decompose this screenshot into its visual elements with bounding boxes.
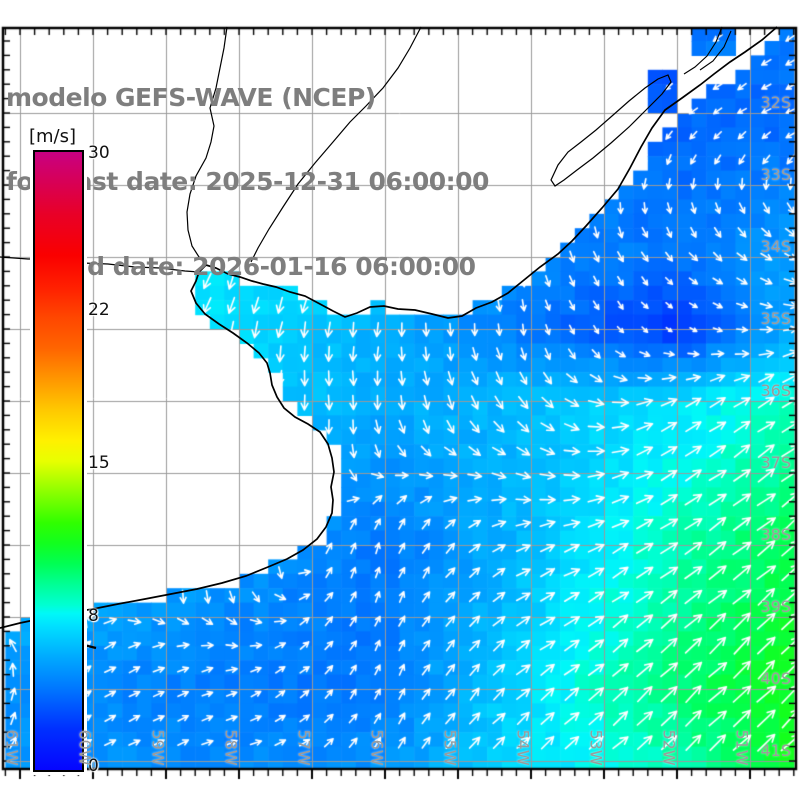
- latitude-label: 37S: [760, 453, 791, 472]
- latitude-label: 38S: [760, 525, 791, 544]
- longitude-label: 57W: [294, 729, 314, 766]
- latitude-label: 39S: [760, 597, 791, 616]
- longitude-label: 52W: [659, 729, 679, 766]
- colorbar-gradient: [33, 150, 84, 772]
- latitude-label: 41S: [760, 741, 791, 760]
- longitude-label: 56W: [367, 729, 387, 766]
- latitude-label: 32S: [760, 93, 791, 112]
- colorbar-unit-label: [m/s]: [29, 126, 77, 147]
- longitude-label: 51W: [732, 729, 752, 766]
- longitude-label: 58W: [221, 729, 241, 766]
- longitude-label: 61W: [2, 729, 22, 766]
- latitude-label: 36S: [760, 381, 791, 400]
- longitude-label: 60W: [75, 729, 95, 766]
- latitude-label: 35S: [760, 309, 791, 328]
- latitude-label: 33S: [760, 165, 791, 184]
- colorbar-tick-label: 8: [88, 606, 99, 626]
- longitude-label: 55W: [440, 729, 460, 766]
- colorbar-tick-label: 15: [88, 453, 110, 473]
- model-title: modelo GEFS-WAVE (NCEP): [6, 82, 376, 112]
- longitude-label: 54W: [513, 729, 533, 766]
- longitude-label: 59W: [148, 729, 168, 766]
- colorbar-tick-label: 30: [88, 143, 110, 163]
- longitude-label: 53W: [586, 729, 606, 766]
- latitude-label: 40S: [760, 669, 791, 688]
- colorbar-tick-label: 0: [88, 756, 99, 776]
- colorbar-tick-label: 22: [88, 300, 110, 320]
- latitude-label: 34S: [760, 237, 791, 256]
